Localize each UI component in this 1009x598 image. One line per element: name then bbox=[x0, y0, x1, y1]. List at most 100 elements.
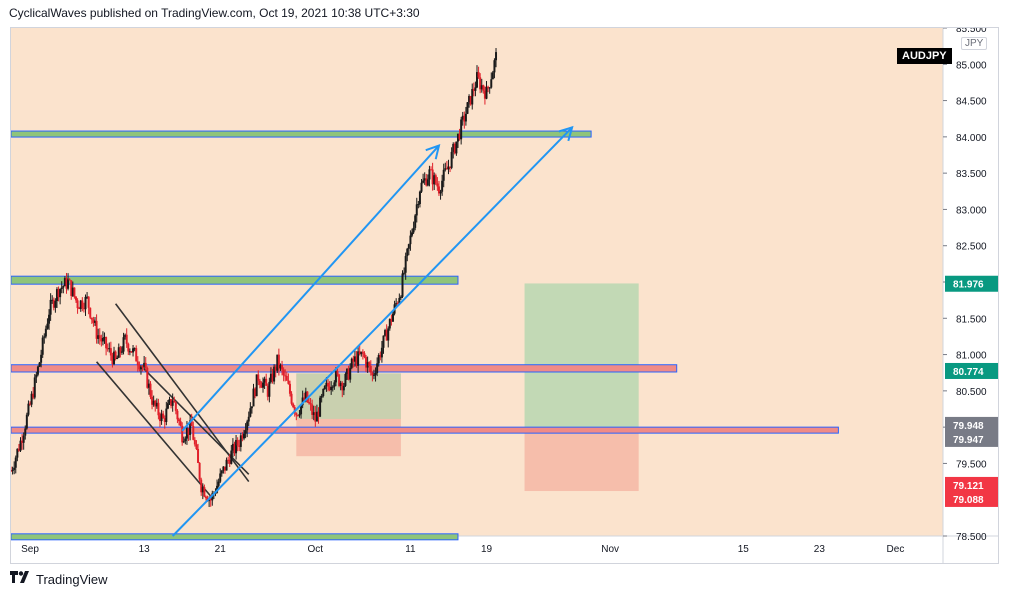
y-tick-label-9: 81.000 bbox=[956, 351, 987, 362]
candle-body bbox=[244, 430, 247, 434]
candle-body bbox=[17, 448, 20, 451]
candle-body bbox=[246, 421, 249, 431]
candle-body bbox=[185, 428, 188, 439]
candle-body bbox=[252, 388, 255, 407]
candle-body bbox=[387, 328, 390, 341]
x-tick-label-9: Dec bbox=[887, 544, 905, 555]
candle-body bbox=[309, 403, 312, 405]
candle-body bbox=[403, 272, 406, 274]
x-tick-label-2: 21 bbox=[215, 544, 227, 555]
candle-body bbox=[117, 347, 120, 358]
candle-body bbox=[333, 382, 336, 387]
x-tick-label-7: 15 bbox=[738, 544, 750, 555]
candle-body bbox=[353, 356, 356, 362]
candle-body bbox=[124, 334, 127, 338]
candle-body bbox=[166, 403, 169, 409]
candle-body bbox=[350, 358, 353, 368]
candle-body bbox=[482, 85, 485, 91]
arrow-line-0 bbox=[181, 144, 440, 432]
candle-body bbox=[68, 279, 71, 281]
candle-body bbox=[54, 301, 57, 308]
candle-body bbox=[25, 414, 28, 429]
candle-body bbox=[344, 374, 347, 386]
chart-frame[interactable]: 85.500 85.000 84.500 84.000 83.500 83.000 82.5… bbox=[10, 27, 999, 564]
candle-body bbox=[192, 426, 195, 440]
candle-body bbox=[100, 338, 103, 342]
candle-body bbox=[233, 443, 236, 454]
candle-body bbox=[190, 420, 193, 427]
candle-body bbox=[179, 421, 182, 426]
zone-red-2 bbox=[11, 364, 678, 373]
candle-body bbox=[428, 169, 431, 180]
candle-body bbox=[220, 470, 223, 474]
price-label-0: 81.976 bbox=[953, 280, 984, 291]
candle-body bbox=[398, 297, 401, 304]
candle-body bbox=[132, 348, 135, 353]
candle-body bbox=[341, 382, 344, 391]
y-tick-label-1: 85.000 bbox=[956, 60, 987, 71]
candle-body bbox=[361, 351, 364, 354]
candle-body bbox=[414, 215, 417, 228]
candle-body bbox=[200, 479, 203, 493]
candle-body bbox=[477, 72, 480, 78]
candle-body bbox=[86, 296, 89, 298]
candle-body bbox=[461, 115, 464, 120]
candle-body bbox=[49, 299, 52, 315]
candles-group bbox=[11, 48, 498, 507]
candle-body bbox=[79, 300, 82, 309]
candle-body bbox=[181, 425, 184, 443]
candle-body bbox=[52, 299, 55, 308]
candle-body bbox=[284, 375, 287, 377]
candle-body bbox=[241, 435, 244, 439]
candle-body bbox=[483, 90, 486, 99]
candle-body bbox=[87, 296, 90, 308]
candle-body bbox=[122, 337, 125, 352]
candle-body bbox=[114, 351, 117, 360]
candle-body bbox=[311, 404, 314, 415]
candlestick-chart[interactable]: 85.500 85.000 84.500 84.000 83.500 83.000 82.5… bbox=[11, 28, 999, 564]
candle-body bbox=[382, 335, 385, 348]
candle-body bbox=[360, 351, 363, 355]
candle-body bbox=[63, 278, 66, 287]
candle-body bbox=[404, 256, 407, 273]
candle-body bbox=[236, 440, 239, 446]
candle-body bbox=[94, 320, 97, 323]
candle-body bbox=[228, 459, 231, 464]
candle-body bbox=[447, 166, 450, 170]
candle-body bbox=[415, 204, 418, 216]
candle-body bbox=[271, 373, 274, 382]
candle-body bbox=[268, 381, 271, 397]
candle-body bbox=[176, 410, 179, 420]
candle-body bbox=[201, 487, 204, 493]
candle-body bbox=[279, 364, 282, 369]
candle-body bbox=[193, 439, 196, 445]
candle-body bbox=[476, 72, 478, 88]
candle-body bbox=[125, 334, 128, 344]
candle-body bbox=[231, 443, 234, 451]
candle-body bbox=[263, 378, 266, 383]
candle-body bbox=[352, 358, 355, 362]
candle-body bbox=[349, 367, 352, 380]
candle-body bbox=[225, 459, 228, 471]
candle-body bbox=[377, 355, 380, 364]
candle-body bbox=[144, 362, 147, 369]
candle-body bbox=[22, 435, 25, 443]
candle-body bbox=[48, 314, 51, 324]
x-tick-label-1: 13 bbox=[139, 544, 151, 555]
zone-green-1 bbox=[11, 275, 459, 285]
candle-body bbox=[412, 227, 415, 233]
candle-body bbox=[336, 371, 339, 375]
candle-body bbox=[78, 308, 81, 310]
candle-body bbox=[238, 445, 241, 447]
candle-body bbox=[130, 351, 133, 353]
candle-body bbox=[390, 319, 393, 322]
candle-body bbox=[249, 408, 252, 417]
x-tick-label-3: Oct bbox=[308, 544, 324, 555]
footer-brand: TradingView bbox=[36, 571, 108, 587]
candle-body bbox=[437, 186, 440, 194]
candle-body bbox=[138, 365, 141, 370]
candle-body bbox=[411, 232, 414, 236]
candle-body bbox=[163, 418, 166, 422]
candle-body bbox=[369, 366, 372, 373]
candle-body bbox=[460, 119, 463, 140]
